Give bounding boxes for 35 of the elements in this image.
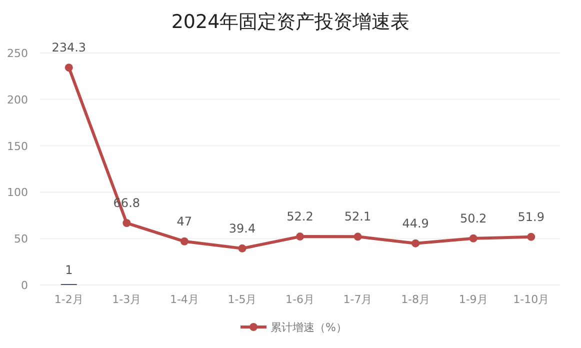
- y-tick-label: 100: [7, 186, 28, 200]
- point: [180, 237, 188, 246]
- y-tick-label: 250: [7, 47, 28, 60]
- point: [354, 232, 362, 241]
- y-tick-label: 150: [7, 140, 28, 153]
- data-label: 1: [65, 263, 73, 278]
- data-label: 50.2: [460, 211, 487, 226]
- data-label: 39.4: [228, 221, 256, 236]
- x-tick-label: 1-9月: [458, 293, 488, 306]
- data-label: 44.9: [402, 216, 429, 230]
- x-tick-label: 1-3月: [112, 293, 142, 306]
- y-tick-label: 200: [7, 93, 28, 106]
- y-tick-label: 0: [21, 279, 28, 292]
- point: [412, 239, 420, 248]
- x-tick-label: 1-7月: [343, 293, 372, 306]
- x-tick-label: 1-5月: [228, 293, 257, 306]
- y-tick-label: 50: [14, 232, 28, 246]
- point: [122, 219, 131, 228]
- point: [527, 232, 536, 241]
- data-label: 47: [176, 214, 192, 228]
- data-label: 234.3: [52, 40, 86, 55]
- x-tick-label: 1-6月: [286, 293, 314, 306]
- chart-title: 2024年固定资产投资增速表: [171, 11, 410, 33]
- x-tick-label: 1-10月: [513, 293, 550, 306]
- x-tick-label: 1-8月: [401, 293, 430, 306]
- x-tick-label: 1-2月: [54, 293, 84, 306]
- x-tick-label: 1-4月: [170, 293, 199, 306]
- point: [469, 234, 478, 242]
- point: [296, 232, 304, 241]
- point: [64, 64, 73, 72]
- data-label: 52.1: [344, 210, 372, 224]
- data-label: 51.9: [518, 210, 544, 224]
- legend-label: 累计增速（%）: [270, 321, 347, 334]
- point: [238, 244, 246, 252]
- data-label: 52.2: [286, 210, 314, 224]
